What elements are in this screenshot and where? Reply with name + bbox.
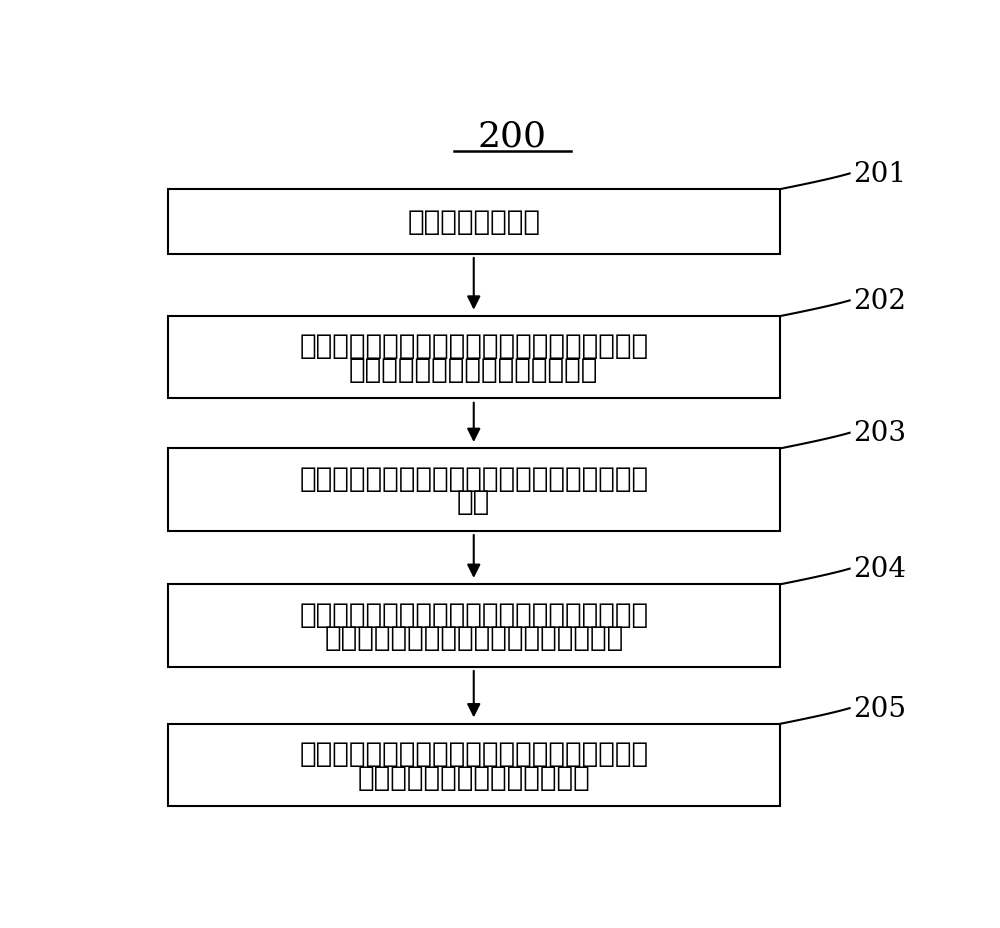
Text: 205: 205	[854, 695, 906, 722]
Bar	[168, 585, 780, 667]
Bar	[168, 190, 780, 254]
Text: 200: 200	[478, 120, 547, 153]
Text: 202: 202	[854, 288, 906, 315]
Text: 编码: 编码	[457, 488, 490, 516]
Text: 多个目标编码参数値，训练模型: 多个目标编码参数値，训练模型	[357, 763, 590, 791]
Bar	[168, 316, 780, 399]
Text: 个视频单元中选取出样本视频单元: 个视频单元中选取出样本视频单元	[349, 355, 598, 383]
Text: 204: 204	[854, 556, 906, 583]
Text: 根据预设的多个编码参数，对样本视频单元进行: 根据预设的多个编码参数，对样本视频单元进行	[299, 464, 648, 492]
Bar	[168, 724, 780, 806]
Text: 根据编码后各样本视频单元的视频质量，确定目: 根据编码后各样本视频单元的视频质量，确定目	[299, 600, 648, 628]
Text: 标视频质量值对应的多个目标编码参数値: 标视频质量值对应的多个目标编码参数値	[324, 624, 623, 651]
Text: 获取多个视频单元: 获取多个视频单元	[407, 208, 540, 236]
Text: 201: 201	[854, 161, 907, 187]
Text: 基于样本视频单元、目标视频质量値以及对应的: 基于样本视频单元、目标视频质量値以及对应的	[299, 740, 648, 767]
Text: 对各视频单元进行预编码，根据预编码结果从多: 对各视频单元进行预编码，根据预编码结果从多	[299, 332, 648, 360]
Text: 203: 203	[854, 419, 906, 446]
Bar	[168, 449, 780, 531]
